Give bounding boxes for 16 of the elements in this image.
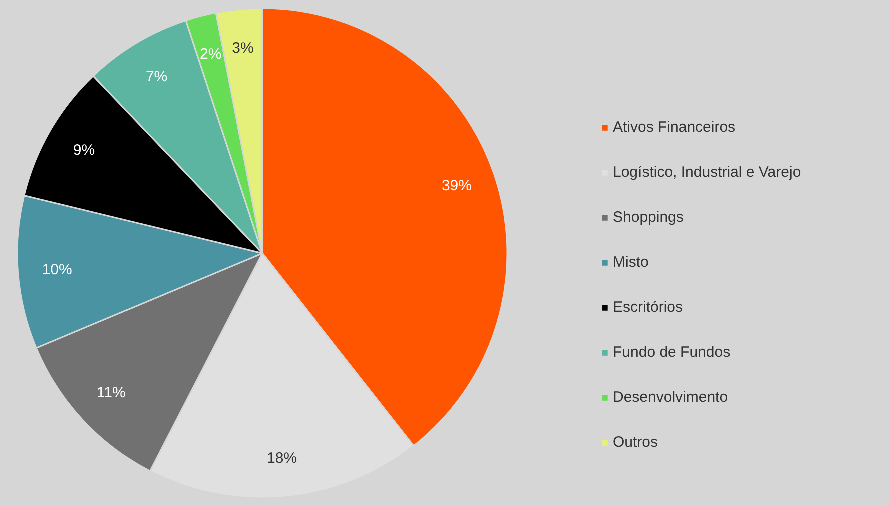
legend-label: Ativos Financeiros — [613, 119, 736, 136]
legend-label: Escritórios — [613, 299, 684, 316]
data-label: 3% — [232, 40, 254, 58]
legend-label: Outros — [613, 434, 658, 451]
legend-label: Shoppings — [613, 209, 684, 226]
data-label: 7% — [146, 68, 168, 86]
data-label: 18% — [267, 450, 298, 467]
data-label: 11% — [96, 384, 126, 402]
data-label: 10% — [42, 261, 72, 278]
legend-label: Logístico, Industrial e Varejo — [613, 164, 802, 181]
legend-label: Misto — [613, 254, 649, 271]
data-label: 9% — [73, 142, 96, 160]
legend-label: Fundo de Fundos — [613, 344, 731, 361]
data-label: 39% — [442, 178, 472, 195]
data-label: 2% — [200, 46, 222, 63]
legend-label: Desenvolvimento — [613, 389, 728, 406]
